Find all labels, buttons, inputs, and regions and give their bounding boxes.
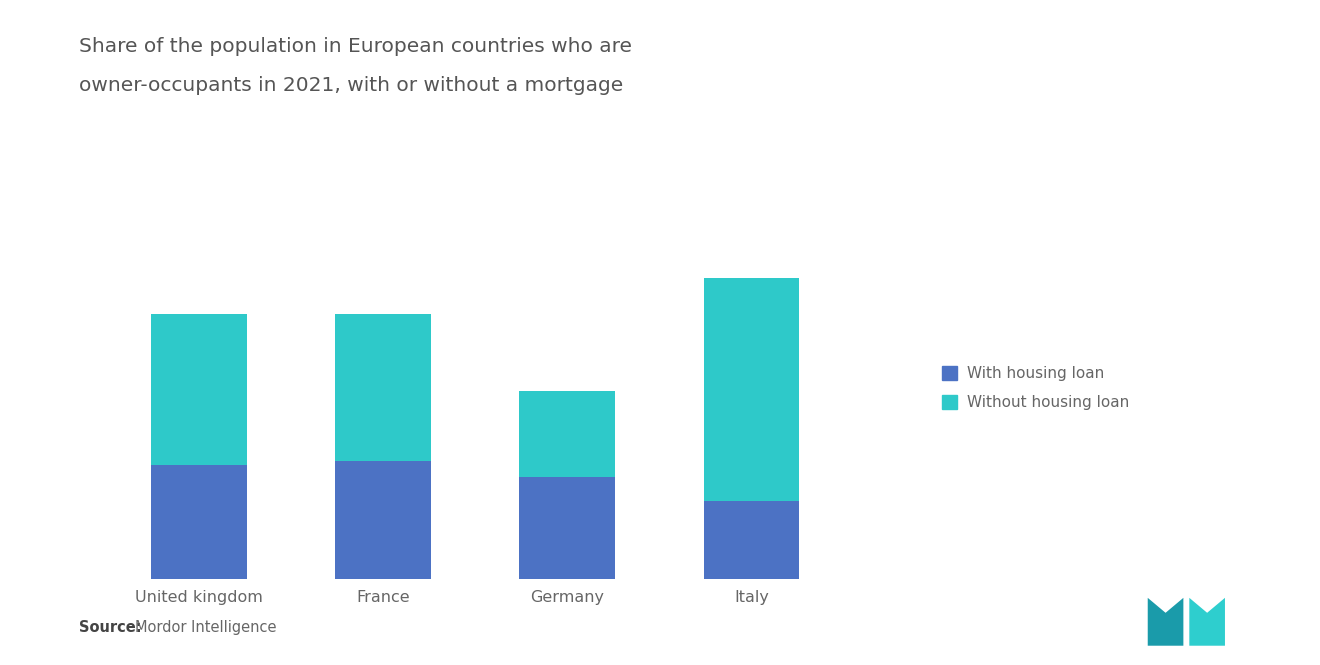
Text: Source:: Source:: [79, 620, 141, 635]
Text: Share of the population in European countries who are: Share of the population in European coun…: [79, 37, 632, 56]
Text: Mordor Intelligence: Mordor Intelligence: [135, 620, 276, 635]
Bar: [519, 477, 615, 579]
Bar: [704, 501, 800, 579]
Text: owner-occupants in 2021, with or without a mortgage: owner-occupants in 2021, with or without…: [79, 76, 623, 96]
Bar: [335, 461, 432, 579]
Legend: With housing loan, Without housing loan: With housing loan, Without housing loan: [942, 366, 1129, 410]
Bar: [335, 314, 432, 461]
Bar: [704, 277, 800, 501]
Bar: [150, 314, 247, 465]
Bar: [150, 465, 247, 579]
Bar: [519, 392, 615, 477]
